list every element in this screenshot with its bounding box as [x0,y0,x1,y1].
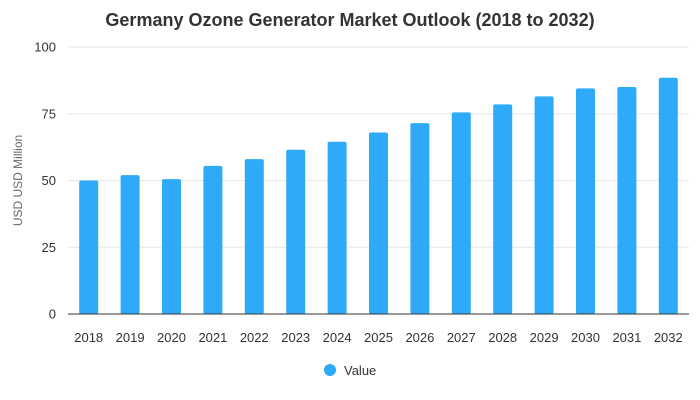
y-axis-label: USD USD Million [11,135,25,226]
y-tick-label: 75 [42,106,56,121]
x-tick-label: 2028 [488,330,517,345]
bar-2024[interactable] [327,141,347,314]
bar-2029[interactable] [534,96,554,315]
bar-2021[interactable] [203,165,223,314]
y-tick-label: 0 [49,307,56,322]
x-tick-label: 2020 [157,330,186,345]
x-tick-label: 2021 [198,330,227,345]
bar-2023[interactable] [286,149,306,314]
bar-2022[interactable] [244,159,264,314]
x-tick-label: 2031 [612,330,641,345]
x-tick-label: 2030 [571,330,600,345]
bar-2025[interactable] [369,132,388,314]
bar-2032[interactable] [658,77,678,314]
x-tick-label: 2023 [281,330,310,345]
legend-marker [324,364,336,376]
bar-2026[interactable] [410,123,430,314]
bar-2027[interactable] [451,112,471,314]
x-tick-label: 2018 [74,330,103,345]
x-tick-label: 2026 [405,330,434,345]
x-tick-label: 2032 [654,330,683,345]
bars [79,77,678,315]
y-tick-label: 100 [34,40,56,55]
bar-2028[interactable] [493,104,513,314]
y-axis-ticks: 0 25 50 75 100 [34,40,56,322]
y-tick-label: 25 [42,240,56,255]
x-tick-label: 2022 [240,330,269,345]
x-tick-label: 2027 [447,330,476,345]
legend[interactable]: Value [324,363,376,378]
bar-2031[interactable] [617,87,637,314]
bar-2030[interactable] [576,88,595,314]
y-tick-label: 50 [42,173,56,188]
x-tick-label: 2019 [116,330,145,345]
legend-label: Value [344,363,376,378]
chart-title: Germany Ozone Generator Market Outlook (… [105,10,594,30]
x-tick-label: 2025 [364,330,393,345]
x-axis-ticks: 2018 2019 2020 2021 2022 2023 2024 2025 2026 2027… [74,330,683,345]
bar-2020[interactable] [162,179,181,314]
bar-2019[interactable] [120,175,140,314]
bar-2018[interactable] [79,180,99,315]
x-tick-label: 2024 [323,330,352,345]
x-tick-label: 2029 [530,330,559,345]
